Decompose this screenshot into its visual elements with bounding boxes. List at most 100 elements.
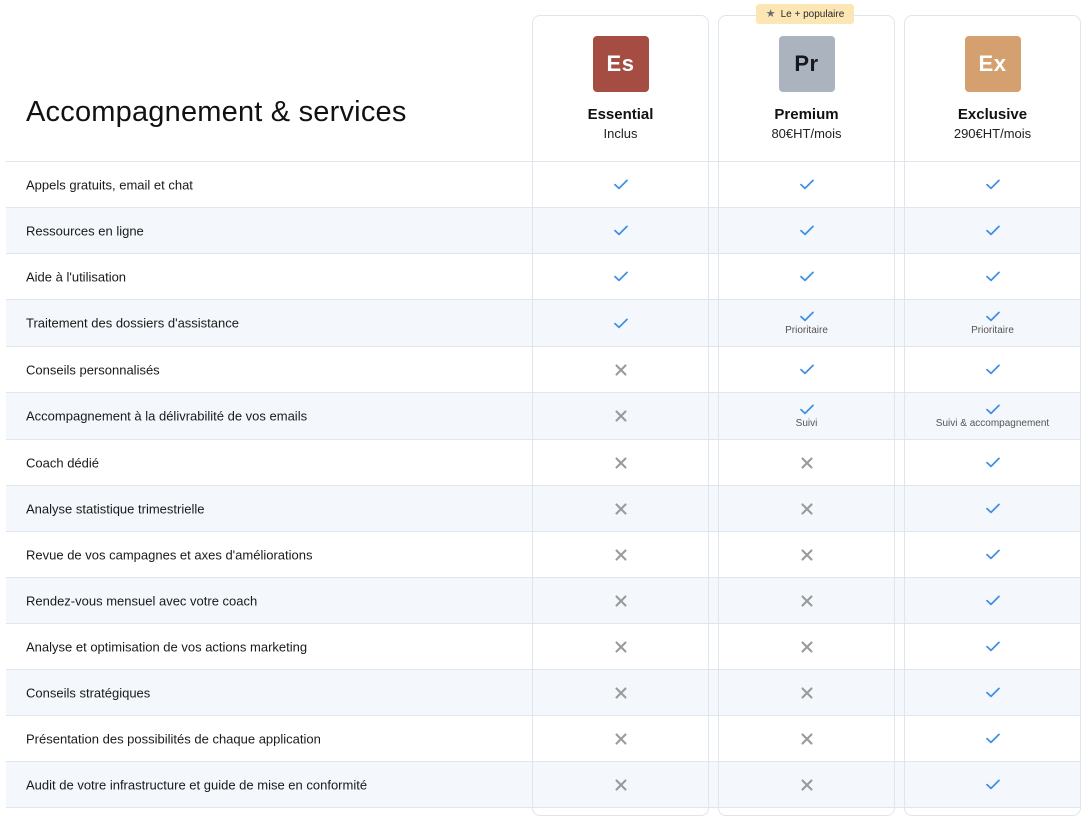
plan-cell: [532, 162, 709, 207]
check-icon: [613, 271, 628, 282]
cross-icon: [800, 502, 813, 515]
page-title: Accompagnement & services: [26, 96, 407, 128]
plan-cell: [718, 440, 895, 485]
cross-icon: [800, 732, 813, 745]
popular-label: Le + populaire: [780, 8, 845, 20]
plan-logo-premium: Pr: [778, 36, 835, 92]
cross-icon: [614, 363, 627, 376]
plan-cell: [718, 532, 895, 577]
feature-label: Aide à l'utilisation: [26, 269, 127, 284]
plan-cell: [904, 440, 1081, 485]
table-row: Analyse et optimisation de vos actions m…: [6, 624, 1080, 670]
check-icon: [799, 271, 814, 282]
table-row: Aide à l'utilisation: [6, 254, 1080, 300]
cross-icon: [614, 456, 627, 469]
plan-cell: [532, 762, 709, 807]
check-icon: [985, 457, 1000, 468]
plan-cell: [532, 393, 709, 439]
check-icon: [799, 404, 814, 414]
plan-logo-essential: Es: [592, 36, 649, 92]
cross-icon: [614, 732, 627, 745]
check-icon: [985, 595, 1000, 606]
plan-cell: [718, 486, 895, 531]
plan-cell: [532, 208, 709, 253]
plan-cell: [718, 162, 895, 207]
feature-label: Traitement des dossiers d'assistance: [26, 315, 239, 331]
cross-icon: [800, 778, 813, 791]
check-icon: [613, 225, 628, 236]
plan-cell: [904, 532, 1081, 577]
check-icon: [985, 687, 1000, 698]
plan-cell: [904, 254, 1081, 299]
cross-icon: [614, 410, 627, 422]
check-icon: [613, 179, 628, 190]
check-icon: [799, 179, 814, 190]
table-row: Accompagnement à la délivrabilité de vos…: [6, 393, 1080, 440]
plan-cell: [532, 532, 709, 577]
plan-cell: [532, 440, 709, 485]
check-icon: [799, 311, 814, 321]
check-icon: [985, 549, 1000, 560]
plan-cell: Prioritaire: [904, 300, 1081, 346]
plan-cell: [532, 486, 709, 531]
cell-note: Suivi: [795, 417, 818, 429]
plan-cell: [718, 208, 895, 253]
plan-cell: [532, 347, 709, 392]
plan-cell: [532, 624, 709, 669]
plan-cell: [904, 762, 1081, 807]
feature-label: Analyse et optimisation de vos actions m…: [26, 639, 308, 654]
plan-cell: [718, 670, 895, 715]
cross-icon: [614, 778, 627, 791]
feature-label: Conseils personnalisés: [26, 362, 160, 377]
plan-cell: [904, 347, 1081, 392]
feature-label: Coach dédié: [26, 455, 99, 470]
plan-cell: [532, 254, 709, 299]
check-icon: [613, 318, 628, 328]
plan-price: Inclus: [603, 126, 638, 141]
table-row: Présentation des possibilités de chaque …: [6, 716, 1080, 762]
table-row: Rendez-vous mensuel avec votre coach: [6, 578, 1080, 624]
feature-label: Accompagnement à la délivrabilité de vos…: [26, 408, 308, 424]
table-row: Ressources en ligne: [6, 208, 1080, 254]
plan-cell: [718, 578, 895, 623]
cross-icon: [614, 502, 627, 515]
plan-cell: [904, 486, 1081, 531]
feature-label: Présentation des possibilités de chaque …: [26, 731, 321, 746]
cross-icon: [800, 548, 813, 561]
plan-cell: [532, 300, 709, 346]
plan-cell: [718, 762, 895, 807]
check-icon: [985, 179, 1000, 190]
table-row: Audit de votre infrastructure et guide d…: [6, 762, 1080, 808]
plan-price: 290€HT/mois: [953, 126, 1032, 141]
plan-header-premium: Pr Premium 80€HT/mois: [718, 36, 895, 141]
check-icon: [985, 733, 1000, 744]
plan-cell: [532, 578, 709, 623]
table-row: Traitement des dossiers d'assistance Prio…: [6, 300, 1080, 347]
table-row: Revue de vos campagnes et axes d'amélior…: [6, 532, 1080, 578]
plan-header-essential: Es Essential Inclus: [532, 36, 709, 141]
cross-icon: [614, 594, 627, 607]
cross-icon: [614, 548, 627, 561]
cell-note: Prioritaire: [785, 324, 828, 336]
cross-icon: [800, 456, 813, 469]
check-icon: [985, 779, 1000, 790]
table-row: Analyse statistique trimestrielle: [6, 486, 1080, 532]
popular-badge: ★ Le + populaire: [756, 4, 854, 24]
table-row: Conseils personnalisés: [6, 347, 1080, 393]
feature-label: Revue de vos campagnes et axes d'amélior…: [26, 547, 313, 562]
plan-cell: [532, 716, 709, 761]
plan-name: Exclusive: [957, 106, 1028, 123]
cell-note: Prioritaire: [971, 324, 1014, 336]
check-icon: [985, 503, 1000, 514]
star-icon: ★: [765, 7, 776, 20]
plan-cell: [904, 716, 1081, 761]
plan-logo-exclusive: Ex: [964, 36, 1021, 92]
plan-cell: [718, 254, 895, 299]
plan-cell: [904, 578, 1081, 623]
table-row: Coach dédié: [6, 440, 1080, 486]
cell-note: Suivi & accompagnement: [935, 417, 1050, 429]
plan-header-exclusive: Ex Exclusive 290€HT/mois: [904, 36, 1081, 141]
check-icon: [799, 364, 814, 375]
plan-cell: Prioritaire: [718, 300, 895, 346]
feature-label: Analyse statistique trimestrielle: [26, 501, 205, 516]
